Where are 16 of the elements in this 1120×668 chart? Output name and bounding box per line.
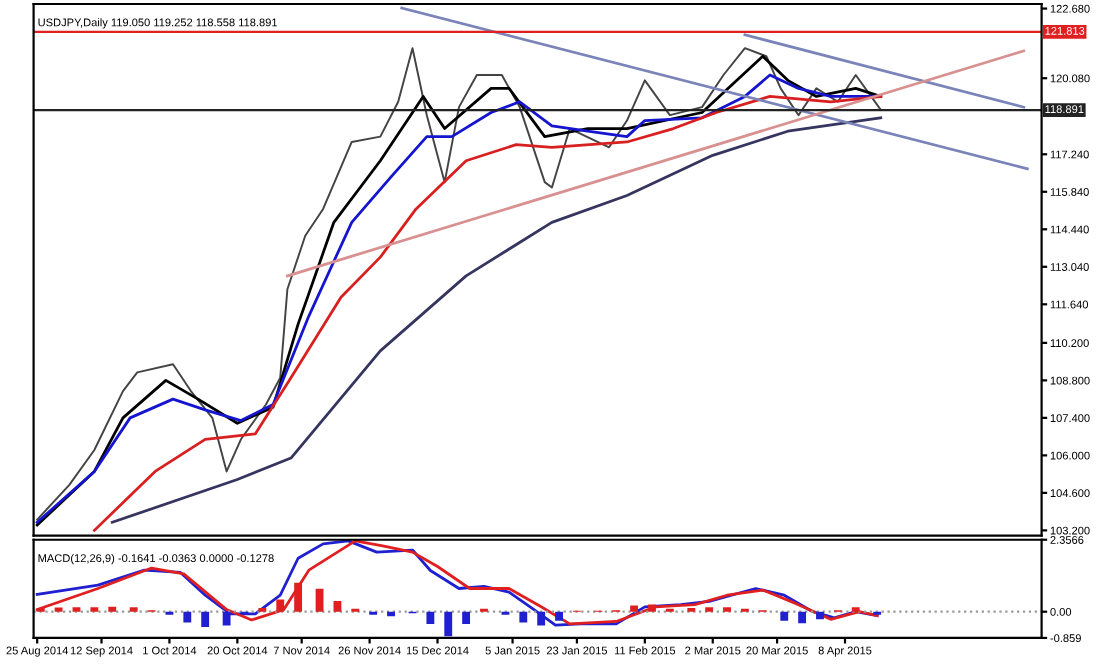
bar: [630, 605, 639, 612]
bar: [519, 611, 528, 623]
bar: [555, 611, 563, 621]
bar: [426, 611, 435, 624]
bar: [780, 611, 789, 621]
bar: [816, 611, 824, 620]
bar: [444, 611, 453, 637]
bar: [333, 601, 342, 612]
bar: [276, 599, 285, 612]
bar: [183, 611, 192, 623]
bar: [648, 604, 656, 612]
bar: [108, 606, 117, 612]
bar: [462, 611, 471, 624]
bar: [201, 611, 210, 627]
bar: [294, 582, 303, 612]
bar: [798, 611, 807, 624]
